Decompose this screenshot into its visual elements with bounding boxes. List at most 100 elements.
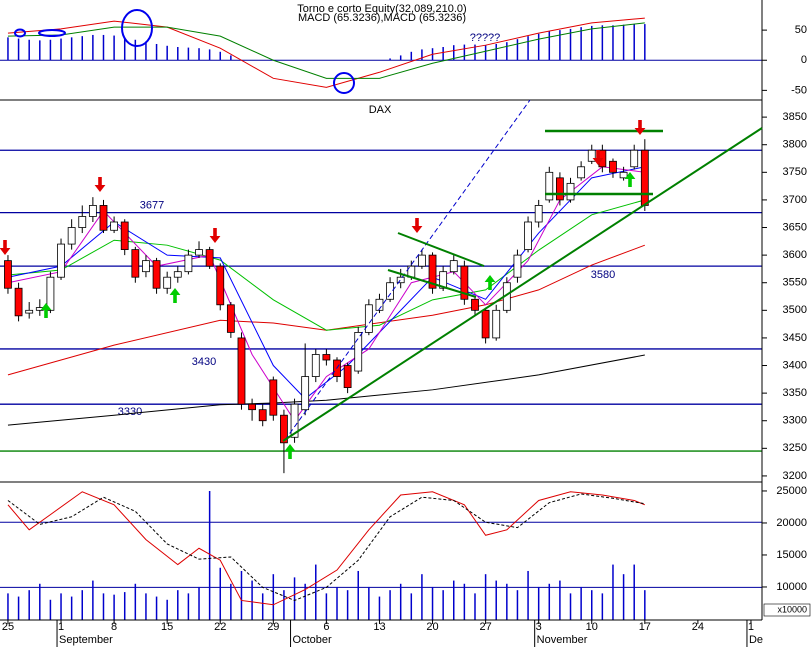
y-tick-label: 3300: [783, 415, 807, 427]
buy-arrow: [169, 288, 181, 303]
trend-line: [282, 127, 763, 442]
candle-body: [88, 205, 97, 217]
x-tick-label: 27: [479, 621, 491, 633]
candle-body: [248, 403, 256, 411]
level-label: 3330: [118, 406, 142, 418]
sell-arrow: [94, 177, 106, 192]
candle-body: [354, 332, 363, 372]
y-tick-label: 3850: [783, 111, 807, 123]
buy-arrow: [624, 172, 636, 187]
circle-annotation: [333, 72, 355, 94]
x-tick-label: 10: [586, 621, 598, 633]
candle-body: [556, 177, 564, 201]
x-tick-label: 20: [426, 621, 438, 633]
candle-body: [587, 149, 596, 162]
sell-arrow: [411, 218, 423, 233]
candle-body: [78, 216, 87, 228]
month-label: September: [59, 634, 113, 646]
y-tick-label: 3450: [783, 332, 807, 344]
y-tick-label: 50: [795, 24, 807, 36]
candle-body: [481, 309, 490, 339]
candle-body: [142, 260, 150, 273]
candle-body: [184, 254, 193, 273]
candle-body: [46, 276, 55, 311]
circle-annotation: [121, 9, 153, 47]
y-tick-label: 3550: [783, 277, 807, 289]
candle-body: [57, 243, 65, 278]
y-tick-label: 3700: [783, 194, 807, 206]
x-tick-label: 13: [373, 621, 385, 633]
indicator-line: [7, 491, 646, 606]
unit-label: x10000: [777, 604, 807, 614]
candle-body: [131, 249, 140, 278]
y-tick-label: 15000: [776, 549, 807, 561]
sell-arrow: [0, 240, 11, 255]
candle-body: [386, 282, 394, 300]
candle-body: [545, 171, 554, 201]
indicator-line: [7, 354, 645, 426]
y-tick-label: 20000: [776, 517, 807, 529]
x-tick-label: 6: [323, 621, 329, 633]
candle-body: [566, 182, 575, 201]
candle-body: [258, 409, 267, 422]
y-tick-label: 3800: [783, 139, 807, 151]
panel-title: Torno e corto Equity(32,089,210.0): [297, 3, 466, 15]
candle-body: [99, 205, 108, 231]
candle-body: [343, 365, 352, 389]
y-tick-label: 3250: [783, 442, 807, 454]
month-label: November: [537, 634, 588, 646]
candle-body: [375, 298, 384, 311]
buy-arrow: [40, 303, 52, 318]
candle-body: [460, 265, 469, 300]
candle-body: [364, 304, 373, 333]
candle-body: [216, 265, 225, 306]
y-tick-label: 0: [801, 54, 807, 66]
buy-arrow: [284, 444, 296, 459]
candle-body: [67, 227, 76, 245]
y-tick-label: 3650: [783, 221, 807, 233]
x-tick-label: 1: [748, 621, 754, 633]
candle-body: [534, 205, 543, 223]
month-label: October: [293, 634, 332, 646]
candle-body: [471, 298, 479, 311]
indicator-line: [7, 493, 645, 601]
candle-body: [619, 171, 628, 179]
candle-body: [205, 249, 214, 267]
candle-body: [439, 271, 448, 289]
annotation: ?????: [470, 32, 501, 44]
y-tick-label: 3200: [783, 470, 807, 482]
x-tick-label: 25: [2, 621, 14, 633]
x-tick-label: 15: [161, 621, 173, 633]
indicator-line: [7, 199, 645, 331]
candle-body: [290, 403, 299, 438]
candle-body: [152, 260, 161, 289]
panel-title: DAX: [369, 104, 392, 116]
candle-body: [14, 287, 23, 317]
y-tick-label: 3500: [783, 304, 807, 316]
candle-body: [110, 221, 119, 231]
candle-body: [513, 254, 522, 278]
sell-arrow: [209, 228, 221, 243]
buy-arrow: [484, 275, 496, 290]
indicator-line: [7, 17, 645, 88]
x-tick-label: 8: [111, 621, 117, 633]
candle-body: [418, 254, 426, 267]
candle-body: [524, 221, 532, 250]
sell-arrow: [634, 120, 646, 135]
month-label: De: [749, 634, 763, 646]
candle-body: [577, 166, 586, 179]
candle-body: [173, 271, 182, 278]
candle-body: [492, 309, 501, 339]
candle-body: [195, 249, 203, 256]
x-tick-label: 1: [58, 621, 64, 633]
candle-body: [630, 149, 639, 168]
candle-body: [301, 376, 310, 411]
candle-body: [163, 276, 172, 289]
x-tick-label: 3: [536, 621, 542, 633]
level-label: 3430: [192, 356, 216, 368]
candle-body: [4, 260, 12, 289]
circle-annotation: [38, 29, 66, 37]
